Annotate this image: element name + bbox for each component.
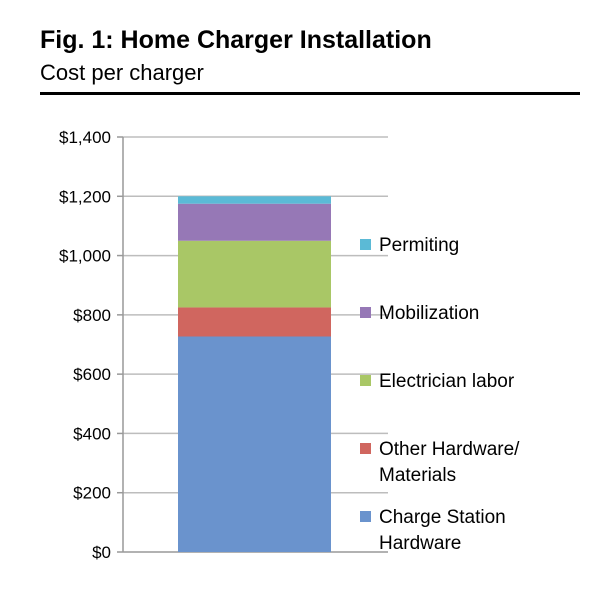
legend-swatch [360,307,371,318]
legend-swatch [360,239,371,250]
legend-item-mobilization: Mobilization [360,303,479,324]
legend-swatch [360,375,371,386]
y-tick-label: $600 [73,365,111,384]
stacked-bar [178,196,331,552]
bar-segment-charge-station-hardware [178,336,331,552]
legend-label: Permiting [379,235,459,256]
legend-label: Other Hardware/ [379,439,520,460]
legend-label: Materials [379,465,456,486]
y-tick-label: $1,000 [59,247,111,266]
chart-subtitle: Cost per charger [40,60,204,85]
legend-label: Charge Station [379,507,506,528]
title-divider [40,92,580,95]
bar-segment-mobilization [178,203,331,241]
legend-swatch [360,511,371,522]
y-tick-label: $400 [73,424,111,443]
y-tick-label: $200 [73,484,111,503]
legend: Permiting Mobilization Electrician labor Ot… [360,235,520,554]
legend-item-electrician-labor: Electrician labor [360,371,515,392]
y-tick-label: $1,400 [59,128,111,147]
legend-item-charge-station-hardware: Charge Station Hardware [360,507,506,554]
legend-item-permiting: Permiting [360,235,459,256]
y-tick-label: $1,200 [59,187,111,206]
bar-segment-electrician-labor [178,240,331,308]
bar-segment-other-hardware-materials [178,307,331,337]
bar-segment-permiting [178,196,331,204]
chart-title: Fig. 1: Home Charger Installation [40,26,432,54]
legend-label: Mobilization [379,303,479,324]
y-axis: $0 $200 $400 $600 $800 $1,000 $1,200 $1,400 [59,128,388,562]
legend-swatch [360,443,371,454]
y-tick-label: $800 [73,306,111,325]
legend-item-other-hardware-materials: Other Hardware/Materials [360,439,520,486]
legend-label: Electrician labor [379,371,515,392]
y-tick-label: $0 [92,543,111,562]
legend-label: Hardware [379,533,461,554]
